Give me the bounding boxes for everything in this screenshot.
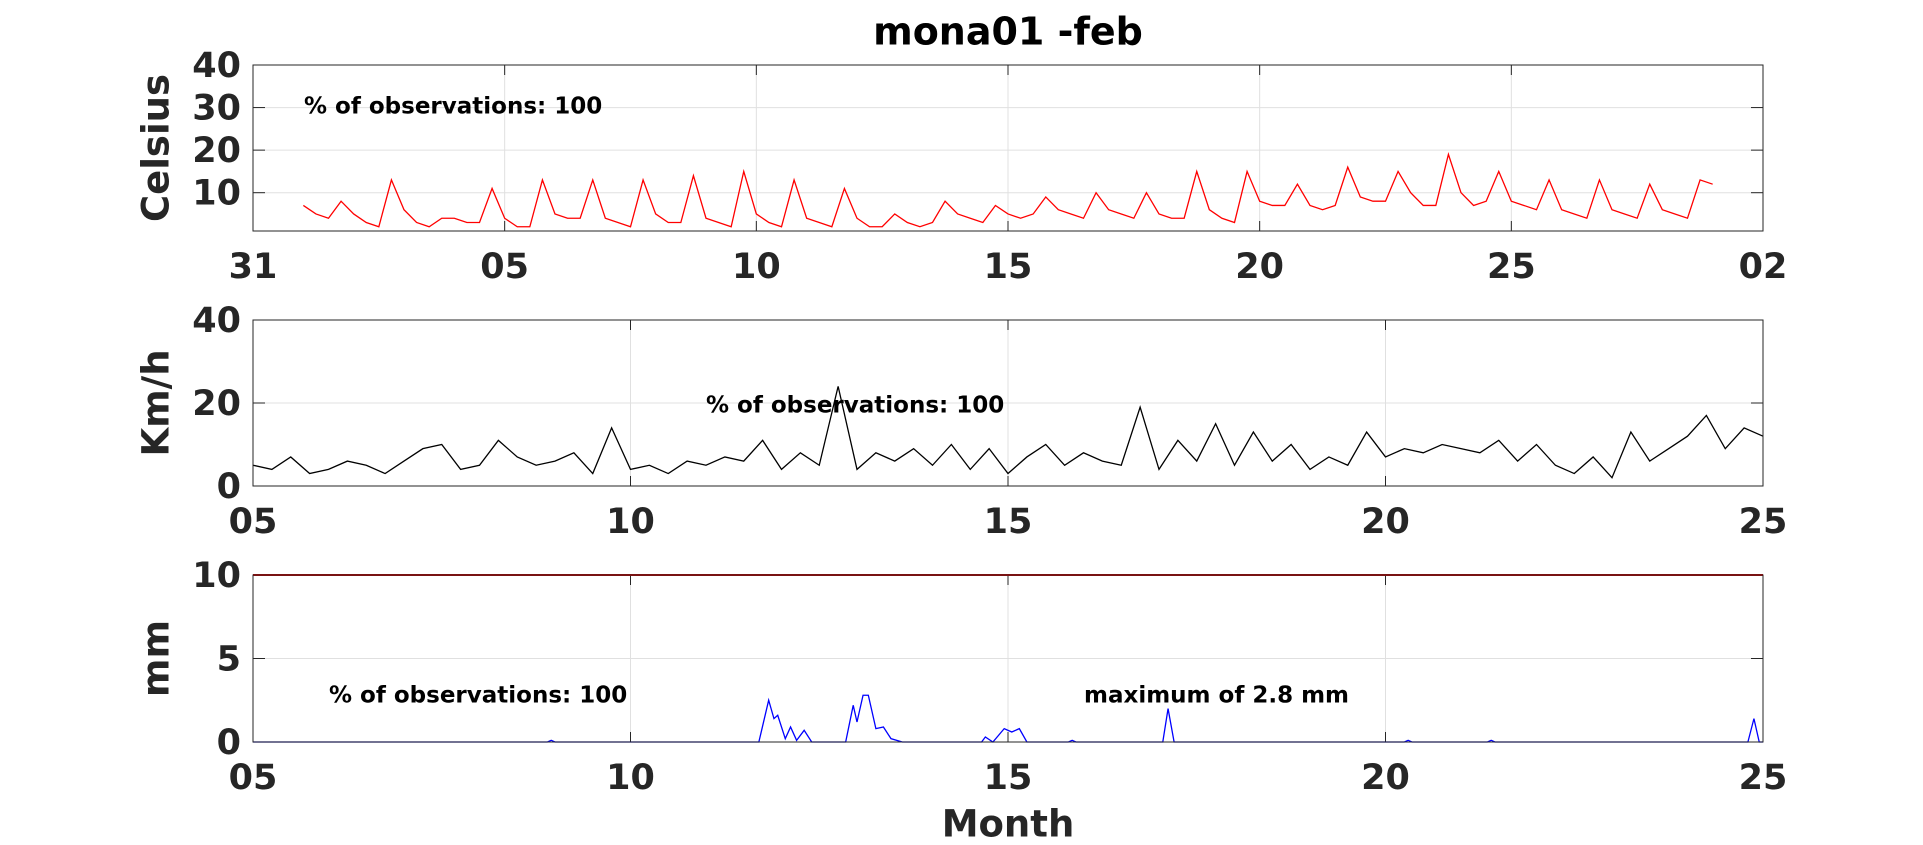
y-tick-label: 0 xyxy=(217,723,241,763)
y-tick-label: 10 xyxy=(192,174,241,214)
y-tick-label: 20 xyxy=(192,384,241,424)
y-axis-label: Km/h xyxy=(135,349,178,456)
y-tick-label: 5 xyxy=(217,640,241,680)
x-tick-label: 02 xyxy=(1739,247,1788,287)
axes-box xyxy=(252,319,1764,487)
annotation: maximum of 2.8 mm xyxy=(1084,683,1349,709)
chart-title: mona01 -feb xyxy=(873,10,1143,54)
x-tick-label: 10 xyxy=(732,247,781,287)
x-tick-label: 15 xyxy=(984,502,1033,542)
x-tick-label: 20 xyxy=(1361,502,1410,542)
x-tick-label: 05 xyxy=(229,758,278,798)
x-tick-label: 31 xyxy=(229,247,278,287)
x-tick-label: 15 xyxy=(984,247,1033,287)
x-axis-label: Month xyxy=(942,803,1075,842)
y-axis-label: mm xyxy=(135,620,178,697)
x-tick-label: 25 xyxy=(1487,247,1536,287)
x-tick-label: 25 xyxy=(1739,758,1788,798)
axes-box xyxy=(252,574,1764,743)
x-tick-label: 10 xyxy=(606,758,655,798)
x-tick-label: 20 xyxy=(1235,247,1284,287)
x-tick-label: 25 xyxy=(1739,502,1788,542)
x-tick-label: 05 xyxy=(229,502,278,542)
data-line xyxy=(252,386,1764,479)
axes-box xyxy=(252,64,1764,232)
y-tick-label: 40 xyxy=(192,46,241,86)
y-tick-label: 10 xyxy=(192,556,241,596)
annotation: % of observations: 100 xyxy=(329,683,627,709)
y-tick-label: 40 xyxy=(192,301,241,341)
annotation: % of observations: 100 xyxy=(304,94,602,120)
x-tick-label: 05 xyxy=(480,247,529,287)
x-tick-label: 20 xyxy=(1361,758,1410,798)
y-tick-label: 20 xyxy=(192,131,241,171)
x-tick-label: 10 xyxy=(606,502,655,542)
x-tick-label: 15 xyxy=(984,758,1033,798)
y-tick-label: 0 xyxy=(217,467,241,507)
annotation: % of observations: 100 xyxy=(706,393,1004,419)
y-axis-label: Celsius xyxy=(135,74,178,222)
data-line xyxy=(302,152,1713,228)
y-tick-label: 30 xyxy=(192,89,241,129)
